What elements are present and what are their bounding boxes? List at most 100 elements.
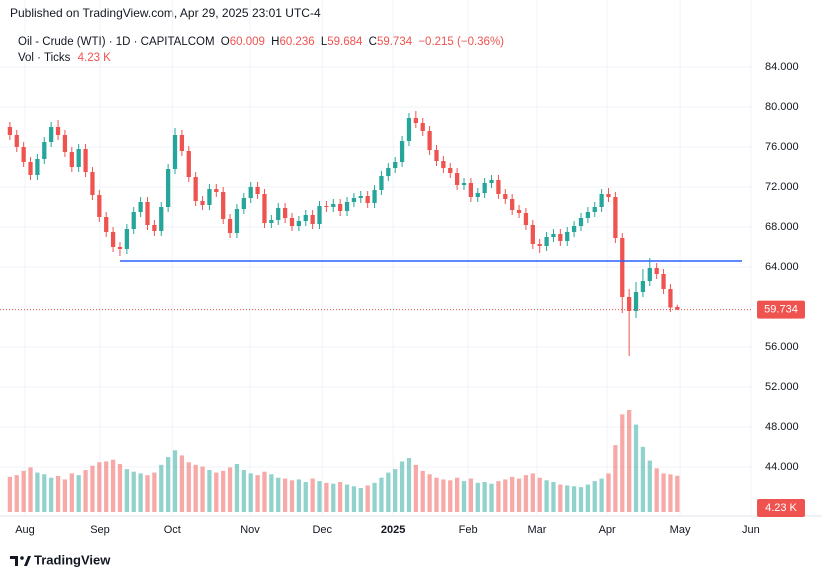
- volume-bar: [393, 469, 398, 512]
- volume-bar: [386, 472, 391, 512]
- candle-body: [282, 208, 288, 218]
- candle-body: [386, 168, 391, 176]
- volume-bar: [234, 464, 240, 512]
- candle-body: [338, 204, 343, 211]
- volume-bar: [496, 481, 501, 512]
- candle-body: [585, 212, 590, 218]
- candle-body: [234, 209, 240, 233]
- volume-bar: [454, 477, 460, 512]
- volume-bar: [358, 488, 363, 512]
- volume-bar: [523, 475, 529, 512]
- published-note: Published on TradingView.com, Apr 29, 20…: [10, 6, 321, 20]
- volume-bar: [166, 457, 171, 512]
- candle-body: [654, 268, 659, 274]
- legend-line: Oil - Crude (WTI) · 1D · CAPITALCOM O60.…: [18, 36, 504, 48]
- candle-body: [468, 183, 474, 197]
- y-tick-label: 48.000: [765, 421, 799, 433]
- candle-body: [503, 194, 508, 199]
- candle-body: [448, 168, 453, 173]
- candle-body: [21, 147, 26, 162]
- candle-body: [104, 217, 109, 232]
- candle-body: [640, 281, 646, 292]
- volume-bar: [668, 474, 673, 512]
- candle-body: [69, 152, 74, 167]
- volume-bar: [675, 475, 680, 512]
- volume-bar: [427, 474, 432, 512]
- volume-bar: [269, 474, 274, 512]
- volume-bar: [654, 468, 659, 512]
- candle-body: [83, 149, 88, 172]
- candle-body: [172, 135, 178, 169]
- candle-body: [482, 183, 487, 193]
- volume-bar: [578, 487, 584, 512]
- candle-body: [558, 234, 563, 241]
- volume-bar: [69, 473, 74, 512]
- x-tick-label: Oct: [164, 524, 181, 536]
- candle-body: [255, 187, 260, 194]
- candle-body: [207, 189, 212, 205]
- volume-bar: [558, 484, 563, 512]
- volume-bar: [606, 473, 611, 512]
- volume-bar: [592, 481, 597, 512]
- candle-body: [7, 127, 13, 135]
- volume-bar: [613, 445, 618, 512]
- volume-bar: [172, 450, 178, 512]
- volume-bar: [83, 470, 88, 512]
- candle-body: [571, 226, 577, 232]
- candle-body: [90, 172, 95, 195]
- low-value: 59.684: [327, 36, 363, 48]
- x-tick-label: Sep: [90, 524, 110, 536]
- candle-body: [420, 123, 425, 131]
- candle-body: [317, 206, 322, 224]
- candle-body: [331, 204, 336, 207]
- volume-bar: [344, 484, 350, 512]
- candle-body: [186, 151, 191, 177]
- price-badge-label: 59.734: [764, 304, 798, 316]
- high-label: H: [271, 36, 279, 48]
- candle-body: [592, 207, 597, 212]
- candle-body: [441, 161, 446, 168]
- candle-body: [159, 207, 164, 231]
- volume-bar: [14, 475, 19, 512]
- candle-body: [427, 131, 432, 150]
- candle-body: [276, 208, 281, 220]
- candle-body: [269, 220, 274, 223]
- candle-body: [627, 297, 632, 311]
- volume-bar: [372, 482, 377, 512]
- volume-bar: [627, 410, 632, 512]
- y-tick-label: 56.000: [765, 341, 799, 353]
- volume-bar: [324, 482, 329, 512]
- volume-bar: [248, 473, 253, 512]
- volume-bar: [49, 477, 54, 512]
- candle-body: [110, 232, 116, 247]
- volume-bar: [104, 461, 109, 512]
- x-tick-label: Aug: [15, 524, 35, 536]
- candle-body: [551, 234, 556, 237]
- candle-body: [565, 232, 570, 241]
- y-tick-label: 84.000: [765, 61, 799, 73]
- candle-body: [523, 213, 529, 225]
- volume-bar: [289, 480, 295, 512]
- candle-body: [393, 162, 398, 168]
- volume-badge-label: 4.23 K: [765, 502, 797, 514]
- volume-bar: [489, 483, 494, 512]
- candle-body: [145, 202, 150, 225]
- brand: TradingView: [34, 552, 111, 567]
- candle-body: [117, 247, 123, 249]
- volume-bar: [565, 485, 570, 512]
- x-tick-label: Mar: [527, 524, 546, 536]
- y-tick-label: 52.000: [765, 381, 799, 393]
- volume-bar: [661, 473, 666, 512]
- candle-body: [138, 202, 143, 212]
- candle-body: [661, 274, 666, 289]
- volume-bar: [214, 472, 219, 512]
- volume-bar: [262, 471, 267, 512]
- volume-bar: [303, 482, 308, 512]
- candle-body: [227, 219, 233, 233]
- x-tick-label: Apr: [599, 524, 616, 536]
- volume-bar: [90, 465, 95, 512]
- candle-body: [358, 196, 363, 198]
- volume-bar: [640, 446, 646, 512]
- volume-bar: [21, 470, 26, 512]
- candle-body: [530, 225, 535, 244]
